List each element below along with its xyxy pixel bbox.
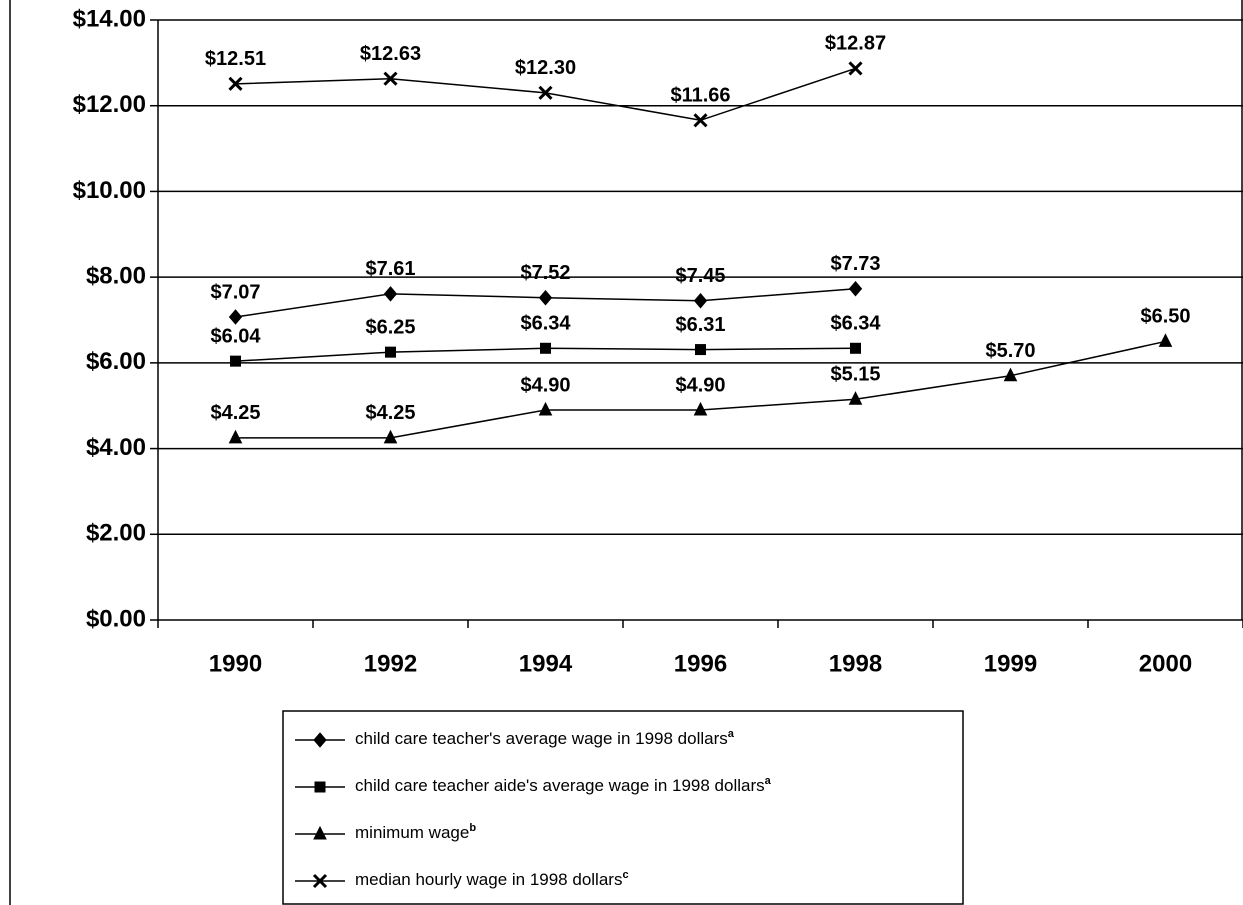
y-tick-label: $8.00 [86, 262, 146, 289]
marker-diamond [848, 280, 863, 297]
data-label: $7.61 [365, 258, 415, 280]
x-tick-label: 1994 [519, 650, 573, 677]
x-tick-label: 1998 [829, 650, 882, 677]
data-label: $12.87 [825, 33, 886, 55]
marker-triangle [313, 825, 327, 840]
data-label: $6.34 [520, 313, 571, 335]
legend-name: child care teacher aide's average wage i… [355, 776, 765, 795]
legend-footnote: c [622, 869, 628, 881]
data-label: $6.04 [210, 325, 261, 347]
marker-triangle [383, 429, 398, 444]
marker-x [312, 873, 328, 889]
marker-square [314, 781, 326, 793]
marker-triangle [538, 401, 553, 416]
data-label: $6.25 [365, 316, 415, 338]
marker-x [693, 113, 708, 128]
y-tick-label: $10.00 [73, 177, 146, 204]
data-label: $4.25 [365, 402, 415, 424]
marker-square [385, 346, 396, 358]
marker-diamond [313, 732, 327, 748]
y-tick-label: $12.00 [73, 91, 146, 118]
data-label: $6.34 [830, 313, 881, 335]
legend-name: median hourly wage in 1998 dollars [355, 870, 622, 889]
marker-triangle [228, 429, 243, 444]
legend-footnote: a [765, 775, 772, 787]
marker-square [230, 355, 241, 367]
marker-square [695, 344, 706, 356]
y-tick-label: $4.00 [86, 434, 146, 461]
legend-footnote: b [469, 822, 476, 834]
marker-triangle [693, 401, 708, 416]
data-label: $6.31 [675, 314, 725, 336]
marker-triangle [848, 391, 863, 405]
legend-label: child care teacher aide's average wage i… [355, 775, 772, 796]
legend-label: minimum wageb [355, 822, 476, 843]
y-tick-label: $14.00 [73, 5, 146, 32]
marker-x [383, 71, 398, 86]
legend-footnote: a [728, 728, 735, 740]
data-label: $12.51 [205, 48, 266, 70]
marker-square [850, 342, 861, 354]
marker-diamond [228, 309, 243, 325]
data-label: $7.52 [520, 262, 570, 284]
legend-name: child care teacher's average wage in 199… [355, 729, 728, 748]
data-label: $12.30 [515, 57, 576, 79]
marker-triangle [1003, 367, 1018, 382]
data-label: $5.70 [985, 340, 1035, 362]
y-tick-label: $6.00 [86, 348, 146, 375]
y-tick-label: $2.00 [86, 520, 146, 547]
x-tick-label: 1996 [674, 650, 727, 677]
data-label: $7.73 [830, 253, 880, 275]
y-tick-label: $0.00 [86, 605, 146, 632]
marker-triangle [1158, 333, 1173, 347]
data-label: $4.25 [210, 402, 260, 424]
x-tick-label: 1990 [209, 650, 262, 677]
marker-x [848, 61, 863, 76]
legend-name: minimum wage [355, 823, 469, 842]
data-label: $7.07 [210, 281, 260, 303]
x-tick-label: 2000 [1139, 650, 1192, 677]
data-label: $7.45 [675, 265, 725, 287]
x-tick-label: 1999 [984, 650, 1037, 677]
data-label: $4.90 [675, 374, 725, 396]
legend-label: median hourly wage in 1998 dollarsc [355, 869, 629, 890]
data-label: $5.15 [830, 364, 880, 386]
data-label: $11.66 [670, 85, 730, 107]
marker-x [538, 85, 553, 100]
x-tick-label: 1992 [364, 650, 417, 677]
marker-diamond [693, 292, 708, 309]
marker-diamond [538, 289, 553, 306]
data-label: $12.63 [360, 43, 421, 65]
legend-box [282, 710, 964, 905]
marker-square [540, 342, 551, 354]
data-label: $4.90 [520, 374, 570, 396]
marker-x [228, 76, 243, 91]
legend-label: child care teacher's average wage in 199… [355, 728, 735, 749]
marker-diamond [383, 286, 398, 302]
data-label: $6.50 [1140, 306, 1190, 328]
